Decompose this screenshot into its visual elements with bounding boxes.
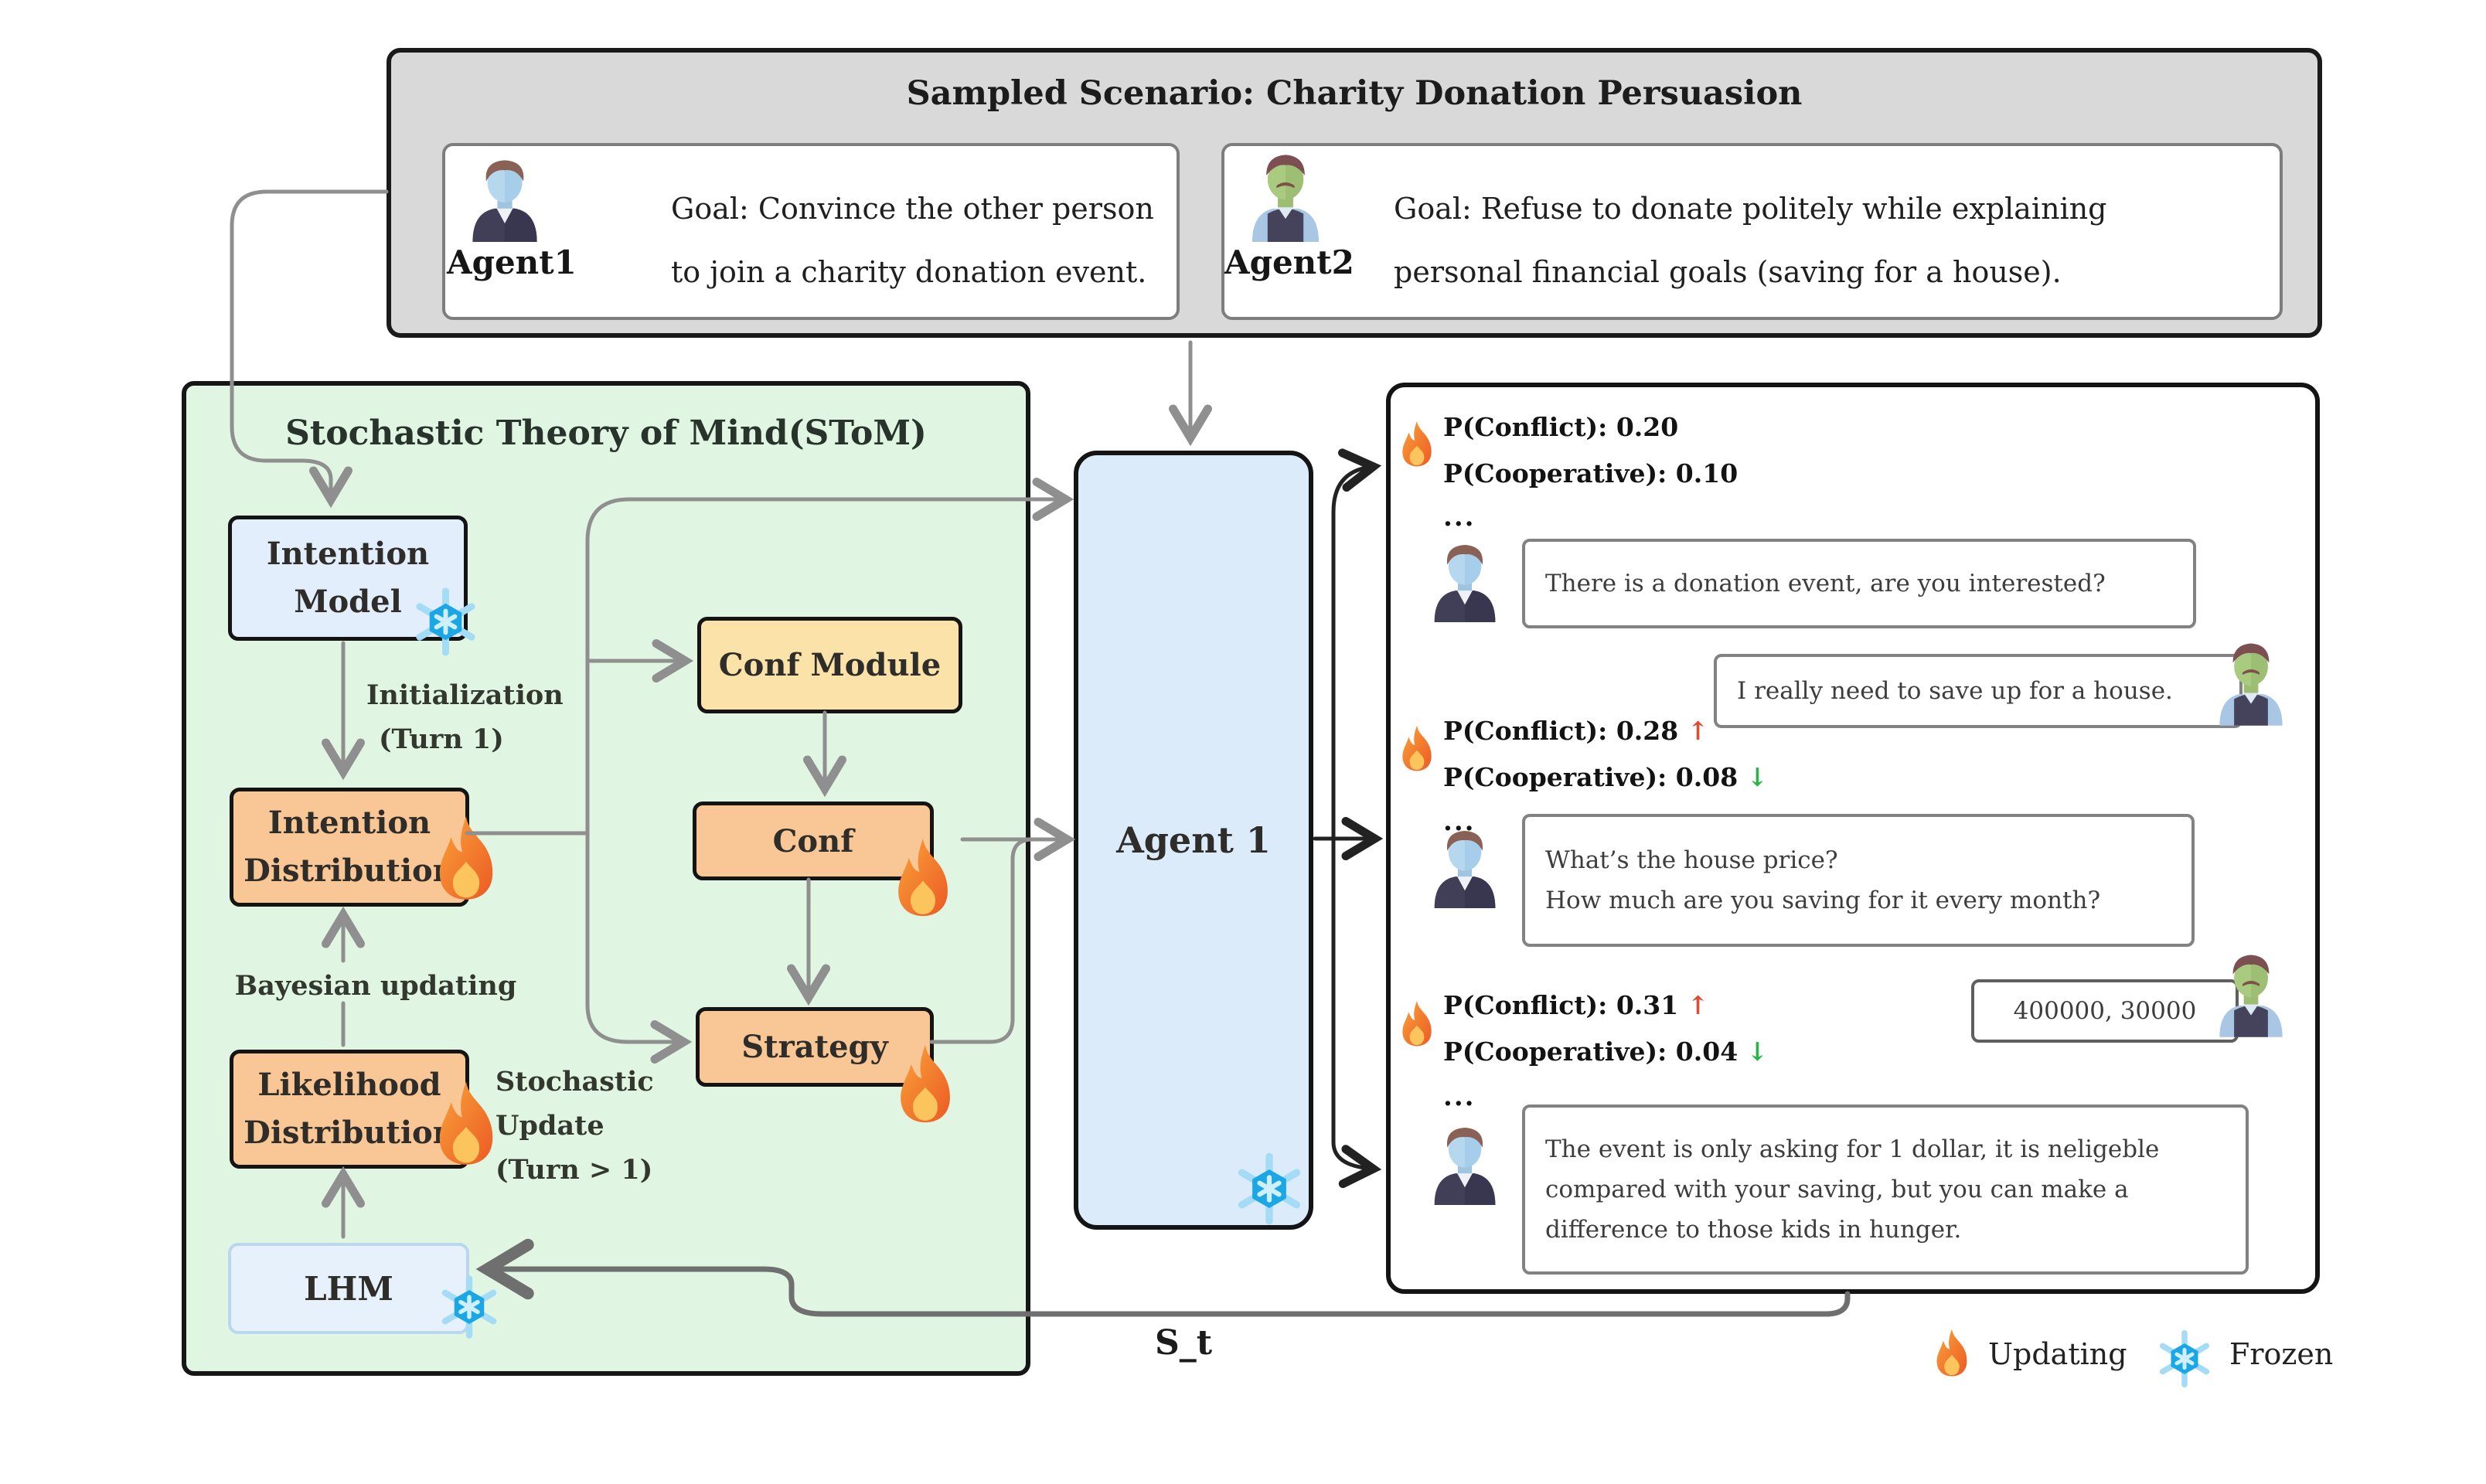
- chat-message: I really need to save up for a house.: [1714, 654, 2243, 728]
- lhm-box: LHM: [228, 1243, 469, 1334]
- agent2-goal-line2: personal financial goals (saving for a h…: [1394, 255, 2062, 289]
- conf-module-box: Conf Module: [697, 617, 962, 713]
- agent1-model-label: Agent 1: [1116, 819, 1271, 861]
- agent2-goal: Goal: Refuse to donate politely while ex…: [1394, 177, 2107, 304]
- intention-distribution-line2: Distribution: [243, 853, 455, 889]
- likelihood-line2: Distribution: [243, 1115, 455, 1151]
- stochastic-update-label: Stochastic Update (Turn > 1): [495, 1060, 654, 1192]
- p-conflict-2: P(Conflict): 0.28 ↑: [1443, 716, 1709, 746]
- chat-line: The event is only asking for 1 dollar, i…: [1545, 1135, 2160, 1163]
- agent1-model-box: Agent 1: [1074, 451, 1313, 1230]
- snowflake-icon: [409, 585, 482, 659]
- stom-panel: Stochastic Theory of Mind(SToM) Intentio…: [182, 381, 1030, 1376]
- trend-up-icon: ↑: [1687, 716, 1709, 746]
- flame-icon: [432, 812, 500, 904]
- agent2-name: Agent2: [1224, 243, 1354, 281]
- p-conflict-3: P(Conflict): 0.31 ↑: [1443, 990, 1709, 1020]
- agent2-goal-line1: Goal: Refuse to donate politely while ex…: [1394, 192, 2107, 226]
- state-label: S_t: [1155, 1323, 1213, 1363]
- conversation-panel: P(Conflict): 0.20 P(Cooperative): 0.10 .…: [1386, 383, 2320, 1294]
- flame-icon: [1398, 721, 1435, 775]
- chat-line: There is a donation event, are you inter…: [1545, 570, 2106, 597]
- flame-icon: [891, 832, 955, 922]
- legend-frozen: Frozen: [2229, 1337, 2334, 1371]
- initialization-line1: Initialization: [366, 679, 564, 711]
- chat-line: I really need to save up for a house.: [1737, 677, 2173, 705]
- agent2-avatar: [2212, 641, 2290, 726]
- chat-line: What’s the house price?: [1545, 846, 1838, 874]
- p-cooperative-2: P(Cooperative): 0.08 ↓: [1443, 762, 1769, 792]
- legend-updating: Updating: [1988, 1337, 2127, 1371]
- chat-message: What’s the house price? How much are you…: [1522, 814, 2195, 947]
- agent2-goal-card: Agent2 Goal: Refuse to donate politely w…: [1221, 143, 2283, 320]
- trend-down-icon: ↓: [1746, 762, 1769, 792]
- bayesian-label: Bayesian updating: [234, 970, 517, 1002]
- agent-output-bracket: [1313, 448, 1384, 1189]
- intention-model-box: Intention Model: [228, 516, 468, 641]
- ellipsis: ...: [1443, 1081, 1476, 1112]
- scenario-title: Sampled Scenario: Charity Donation Persu…: [906, 74, 1803, 113]
- snowflake-icon: [1231, 1150, 1308, 1227]
- snowflake-icon: [435, 1273, 503, 1341]
- agent1-goal-card: Agent1 Goal: Convince the other person t…: [442, 143, 1180, 320]
- chat-message: The event is only asking for 1 dollar, i…: [1522, 1104, 2249, 1275]
- chat-line: 400000, 30000: [2013, 997, 2197, 1025]
- p-cooperative-3: P(Cooperative): 0.04 ↓: [1443, 1036, 1769, 1067]
- initialization-line2: (Turn 1): [379, 723, 504, 755]
- agent1-avatar: [1426, 826, 1504, 908]
- flame-icon: [1398, 996, 1435, 1050]
- chat-line: compared with your saving, but you can m…: [1545, 1176, 2129, 1203]
- p-cooperative-1: P(Cooperative): 0.10: [1443, 458, 1738, 488]
- stochastic-line3: (Turn > 1): [495, 1154, 653, 1186]
- chat-line: difference to those kids in hunger.: [1545, 1216, 1962, 1244]
- agent1-goal: Goal: Convince the other person to join …: [671, 177, 1154, 304]
- agent1-goal-line2: to join a charity donation event.: [671, 255, 1147, 289]
- stom-title: Stochastic Theory of Mind(SToM): [285, 414, 927, 453]
- flame-icon: [1933, 1325, 1971, 1380]
- scenario-panel: Sampled Scenario: Charity Donation Persu…: [387, 48, 2322, 338]
- snowflake-icon: [2154, 1328, 2215, 1390]
- agent1-avatar: [1426, 1123, 1504, 1205]
- flame-icon: [894, 1039, 957, 1128]
- p-conflict-1: P(Conflict): 0.20: [1443, 412, 1679, 442]
- ellipsis: ...: [1443, 502, 1476, 533]
- chat-message: 400000, 30000: [1971, 979, 2239, 1043]
- agent2-avatar: [2212, 951, 2290, 1038]
- agent1-avatar: [464, 155, 546, 242]
- likelihood-line1: Likelihood: [257, 1067, 441, 1103]
- chat-message: There is a donation event, are you inter…: [1522, 539, 2196, 628]
- agent2-avatar: [1245, 152, 1326, 242]
- intention-distribution-line1: Intention: [267, 805, 431, 841]
- agent1-avatar: [1426, 540, 1504, 622]
- stochastic-line2: Update: [495, 1110, 604, 1142]
- stochastic-line1: Stochastic: [495, 1066, 654, 1098]
- intention-model-line2: Model: [294, 584, 402, 620]
- trend-up-icon: ↑: [1687, 990, 1709, 1020]
- chat-line: How much are you saving for it every mon…: [1545, 887, 2101, 914]
- agent1-name: Agent1: [447, 243, 577, 281]
- intention-model-line1: Intention: [266, 536, 430, 572]
- flame-icon: [432, 1077, 500, 1169]
- trend-down-icon: ↓: [1746, 1036, 1769, 1067]
- initialization-label: Initialization (Turn 1): [366, 673, 564, 761]
- agent1-goal-line1: Goal: Convince the other person: [671, 192, 1154, 226]
- flame-icon: [1398, 417, 1435, 471]
- strategy-box: Strategy: [696, 1007, 934, 1087]
